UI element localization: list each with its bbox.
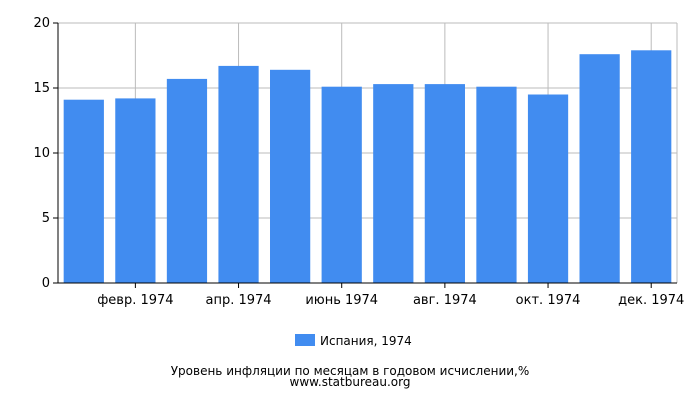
legend: Испания, 1974 xyxy=(295,334,412,348)
x-tick-label: апр. 1974 xyxy=(206,293,272,308)
x-tick-label: февр. 1974 xyxy=(97,293,173,308)
bar xyxy=(166,78,208,284)
legend-label: Испания, 1974 xyxy=(320,334,412,348)
bar xyxy=(579,54,620,284)
chart-title: Уровень инфляции по месяцам в годовом ис… xyxy=(171,364,530,378)
axis-layer: 0 5 10 15 20 февр. 1974 апр. 1974 июнь 1974 авг.… xyxy=(33,16,684,308)
bar xyxy=(218,65,259,284)
x-tick-label: окт. 1974 xyxy=(516,293,581,308)
y-tick-label: 20 xyxy=(33,16,50,31)
bar xyxy=(115,98,156,284)
bar xyxy=(476,86,517,283)
bar xyxy=(321,86,362,283)
bar xyxy=(270,69,311,283)
bar-layer xyxy=(63,50,672,284)
y-tick-label: 10 xyxy=(33,146,50,161)
bar xyxy=(63,99,104,283)
bar xyxy=(424,84,465,283)
bar xyxy=(373,84,414,283)
legend-swatch xyxy=(295,334,315,346)
bar xyxy=(527,94,569,283)
x-tick-label: дек. 1974 xyxy=(618,293,684,308)
source-label: www.statbureau.org xyxy=(290,375,411,389)
x-tick-label: авг. 1974 xyxy=(413,293,477,308)
y-tick-label: 0 xyxy=(42,276,50,291)
bar xyxy=(631,50,672,283)
x-tick-label: июнь 1974 xyxy=(305,293,378,308)
y-tick-label: 15 xyxy=(33,81,50,96)
y-tick-label: 5 xyxy=(42,211,50,226)
